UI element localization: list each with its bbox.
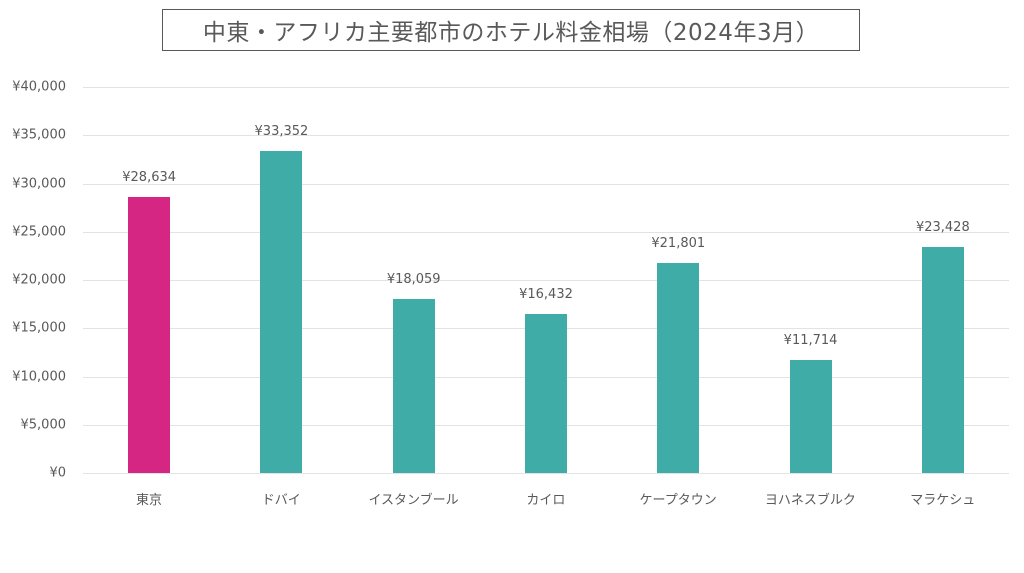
y-tick-label: ¥15,000 bbox=[12, 320, 66, 336]
y-tick-label: ¥40,000 bbox=[12, 79, 66, 95]
bar bbox=[525, 314, 567, 473]
x-tick-label: ヨハネスブルク bbox=[764, 493, 856, 508]
bar bbox=[921, 246, 964, 473]
gridline bbox=[83, 87, 1009, 88]
x-tick-label: マラケシュ bbox=[910, 493, 976, 508]
gridline bbox=[83, 183, 1009, 185]
data-label: ¥23,428 bbox=[915, 219, 970, 235]
data-label: ¥16,432 bbox=[519, 287, 573, 303]
data-label: ¥11,714 bbox=[783, 332, 838, 348]
x-tick-label: ケープタウン bbox=[639, 493, 717, 508]
chart-title: 中東・アフリカ主要都市のホテル料金相場（2024年3月） bbox=[202, 20, 820, 46]
gridline bbox=[83, 231, 1009, 233]
gridline bbox=[83, 280, 1009, 281]
x-tick-label: 東京 bbox=[135, 493, 162, 508]
y-tick-label: ¥0 bbox=[49, 465, 66, 481]
bar bbox=[789, 359, 832, 473]
gridline bbox=[83, 473, 1009, 474]
y-tick-label: ¥25,000 bbox=[12, 224, 66, 240]
x-tick-label: イスタンブール bbox=[368, 493, 459, 508]
data-label: ¥21,801 bbox=[651, 235, 706, 251]
chart-title-box: 中東・アフリカ主要都市のホテル料金相場（2024年3月） bbox=[162, 9, 860, 51]
bar bbox=[260, 151, 303, 473]
data-label: ¥28,634 bbox=[122, 169, 177, 185]
y-tick-label: ¥35,000 bbox=[12, 127, 66, 143]
y-tick-label: ¥5,000 bbox=[20, 417, 67, 433]
bar bbox=[657, 262, 700, 473]
plot-area: ¥28,634 ¥33,352 ¥18,059 ¥16,432 ¥21,801 ¥11,7… bbox=[83, 87, 1009, 474]
y-tick-label: ¥10,000 bbox=[12, 369, 66, 384]
gridline bbox=[83, 135, 1009, 137]
y-tick-label: ¥30,000 bbox=[12, 176, 66, 191]
bar bbox=[392, 298, 435, 473]
y-tick-label: ¥20,000 bbox=[12, 272, 66, 288]
bar bbox=[128, 196, 171, 473]
data-label: ¥33,352 bbox=[254, 124, 309, 140]
x-tick-label: カイロ bbox=[526, 493, 566, 508]
data-label: ¥18,059 bbox=[386, 271, 441, 287]
x-tick-label: ドバイ bbox=[261, 493, 301, 508]
